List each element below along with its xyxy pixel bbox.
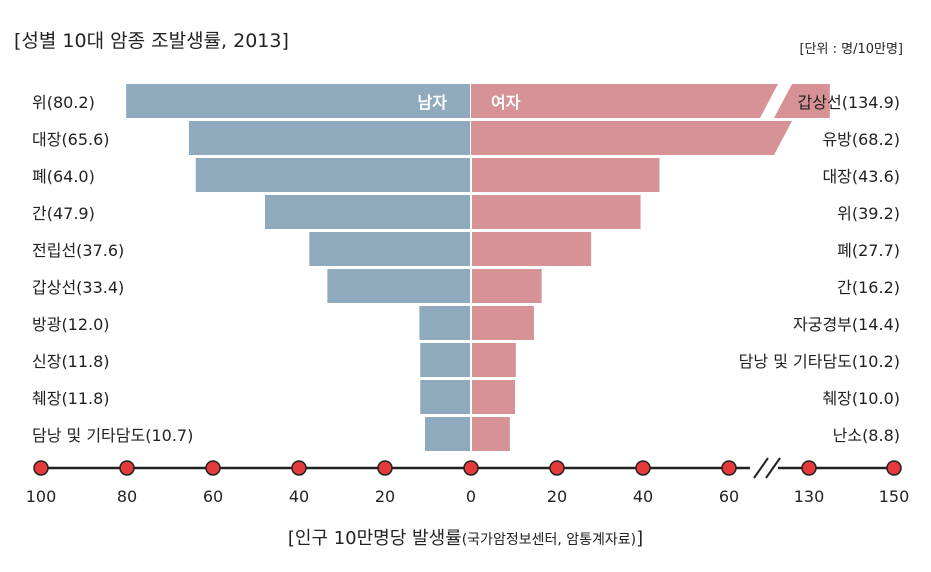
male-category-label: 담낭 및 기타담도(10.7)	[32, 426, 193, 445]
unit-label: [단위 : 명/10만명]	[799, 42, 903, 57]
axis-tick-marker	[635, 460, 651, 476]
axis-tick-label: 60	[203, 487, 223, 506]
male-bar	[419, 306, 471, 340]
axis-tick-marker	[721, 460, 737, 476]
axis-tick-label: 0	[466, 487, 476, 506]
male-bars	[126, 84, 472, 454]
female-bars	[471, 84, 830, 451]
male-bar	[126, 84, 471, 118]
male-category-label: 대장(65.6)	[32, 130, 110, 149]
axis-tick-marker	[33, 460, 49, 476]
female-bar	[472, 232, 592, 266]
male-category-label: 간(47.9)	[32, 204, 95, 223]
axis-tick-label: 100	[26, 487, 57, 506]
male-bar	[265, 195, 471, 229]
axis-tick-marker	[886, 460, 902, 476]
source-main: [인구 10만명당 발생률	[287, 528, 462, 549]
male-category-label: 방광(12.0)	[32, 315, 110, 334]
axis-tick-marker	[119, 460, 135, 476]
female-bar	[472, 417, 510, 451]
female-category-label: 위(39.2)	[837, 204, 900, 223]
male-category-label: 갑상선(33.4)	[32, 278, 124, 297]
axis-tick-label: 40	[289, 487, 309, 506]
male-bar	[195, 158, 472, 192]
female-category-label: 유방(68.2)	[822, 130, 900, 149]
female-bar-continued	[774, 84, 830, 118]
axis-tick-marker	[377, 460, 393, 476]
female-bar	[472, 343, 516, 377]
male-bar	[309, 232, 471, 266]
female-category-label: 대장(43.6)	[822, 167, 900, 186]
female-bar	[471, 84, 778, 118]
female-category-label: 난소(8.8)	[833, 426, 900, 445]
female-bar	[472, 158, 660, 192]
female-category-label: 갑상선(134.9)	[798, 93, 900, 112]
axis-tick-label: 80	[117, 487, 137, 506]
male-category-label: 폐(64.0)	[32, 167, 95, 186]
category-labels: 남자 여자 위(80.2) 대장(65.6) 폐(64.0) 간(47.9) 전립선(37.…	[32, 93, 900, 445]
axis-tick-marker	[291, 460, 307, 476]
male-bar	[188, 121, 472, 155]
female-bar	[472, 195, 641, 229]
female-bar-continued	[546, 121, 792, 155]
female-category-label: 담낭 및 기타담도(10.2)	[739, 352, 900, 371]
source-note: [인구 10만명당 발생률(국가암정보센터, 암통계자료)]	[0, 524, 931, 550]
axis-break-mark	[753, 457, 769, 479]
male-bar	[424, 417, 471, 451]
chart-title: [성별 10대 암종 조발생률, 2013]	[14, 30, 289, 52]
female-category-label: 자궁경부(14.4)	[793, 315, 900, 334]
axis-tick-label: 60	[719, 487, 739, 506]
male-category-label: 신장(11.8)	[32, 352, 110, 371]
female-bar	[472, 269, 542, 303]
female-bar	[472, 306, 534, 340]
x-axis: 100 80 60 40 20 0 20 40 60 130 150	[26, 457, 910, 506]
axis-tick-marker	[463, 460, 479, 476]
female-category-label: 간(16.2)	[837, 278, 900, 297]
female-category-label: 췌장(10.0)	[822, 389, 900, 408]
male-bar	[420, 343, 471, 377]
male-category-label: 위(80.2)	[32, 93, 95, 112]
axis-tick-label: 20	[547, 487, 567, 506]
axis-tick-label: 40	[633, 487, 653, 506]
male-category-label: 전립선(37.6)	[32, 241, 124, 260]
source-close: ]	[636, 528, 644, 549]
axis-tick-label: 150	[879, 487, 910, 506]
male-category-label: 췌장(11.8)	[32, 389, 110, 408]
axis-break-mark	[765, 457, 781, 479]
series-label-male: 남자	[418, 93, 448, 112]
series-label-female: 여자	[491, 93, 521, 112]
male-bar	[327, 269, 471, 303]
male-bar	[420, 380, 471, 414]
axis-tick-label: 20	[375, 487, 395, 506]
axis-tick-label: 130	[794, 487, 825, 506]
female-category-label: 폐(27.7)	[837, 241, 900, 260]
source-detail: (국가암정보센터, 암통계자료)	[461, 532, 637, 548]
axis-tick-marker	[801, 460, 817, 476]
axis-tick-marker	[205, 460, 221, 476]
axis-tick-marker	[549, 460, 565, 476]
female-bar	[472, 380, 515, 414]
